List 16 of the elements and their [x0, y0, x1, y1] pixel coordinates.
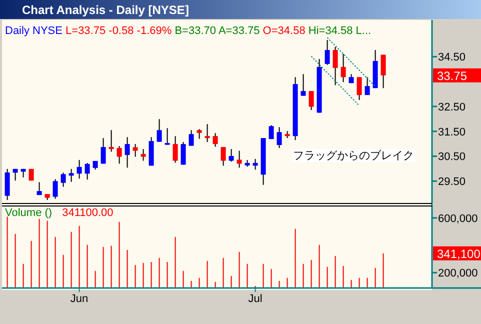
y-tick-label: 200,000	[438, 268, 478, 280]
y-tick-label: 31.50	[438, 126, 466, 138]
y-tick-label: 30.50	[438, 151, 466, 164]
text: 33.75	[437, 68, 468, 83]
y-tick-label: 600,000	[438, 212, 478, 225]
annotation: Volume ()	[5, 207, 52, 219]
text: 341,100	[437, 246, 481, 261]
x-tick-label: Jun	[70, 293, 88, 305]
y-tick-label: 32.50	[438, 101, 466, 114]
annotation: フラッグからのブレイク	[293, 149, 414, 162]
chart-title: Chart Analysis - Daily [NYSE]	[22, 3, 189, 17]
annotation: 341100.00	[62, 207, 114, 219]
text: Daily NYSE L=33.75 -0.58 -1.69% B=33.70 A=33.75 O=34.58 Hi=34.58 L...	[5, 25, 372, 37]
y-tick-label: 29.50	[438, 176, 466, 188]
x-tick-label: Jul	[248, 293, 262, 305]
y-tick-label: 34.50	[438, 52, 466, 64]
